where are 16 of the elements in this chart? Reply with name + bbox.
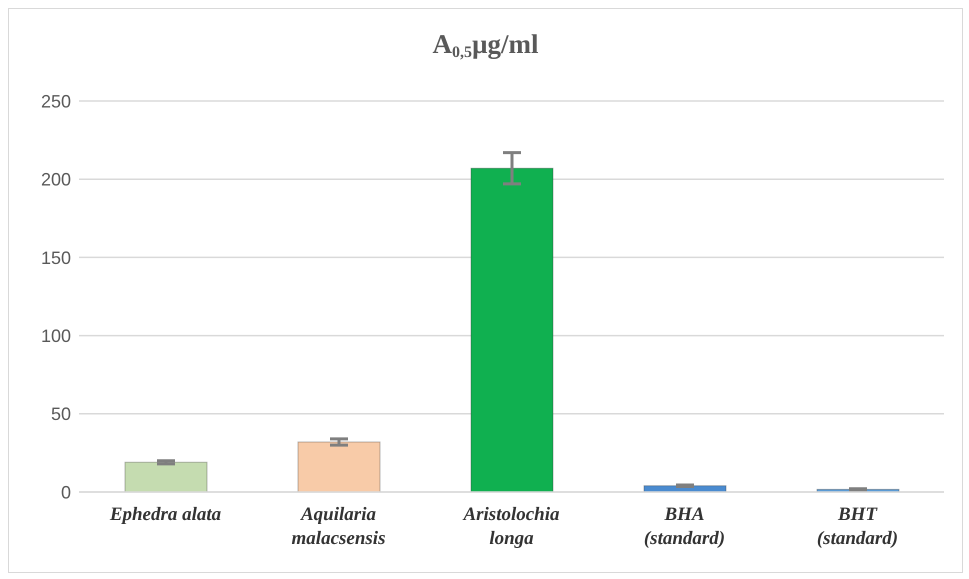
y-tick-label: 150 xyxy=(40,248,71,268)
bar xyxy=(470,168,554,492)
y-tick-label: 50 xyxy=(50,404,71,424)
chart-title: A$_{0,5}$µg/ml xyxy=(432,29,540,61)
y-tick-label: 100 xyxy=(40,326,71,346)
y-tick-label: 250 xyxy=(40,91,71,112)
x-tick-label: Ephedra alata xyxy=(108,504,222,525)
x-tick-label: BHT (standard) xyxy=(816,504,898,549)
bar xyxy=(644,485,726,492)
bar xyxy=(298,441,380,492)
y-tick-label: 200 xyxy=(40,170,71,190)
x-tick-label: Aquilaria malacsensis xyxy=(292,504,386,549)
x-tick-label: BHA (standard) xyxy=(644,504,726,549)
y-tick-label: 0 xyxy=(60,482,71,502)
x-tick-label: Aristolochia longa xyxy=(462,504,560,549)
bar xyxy=(124,462,208,492)
